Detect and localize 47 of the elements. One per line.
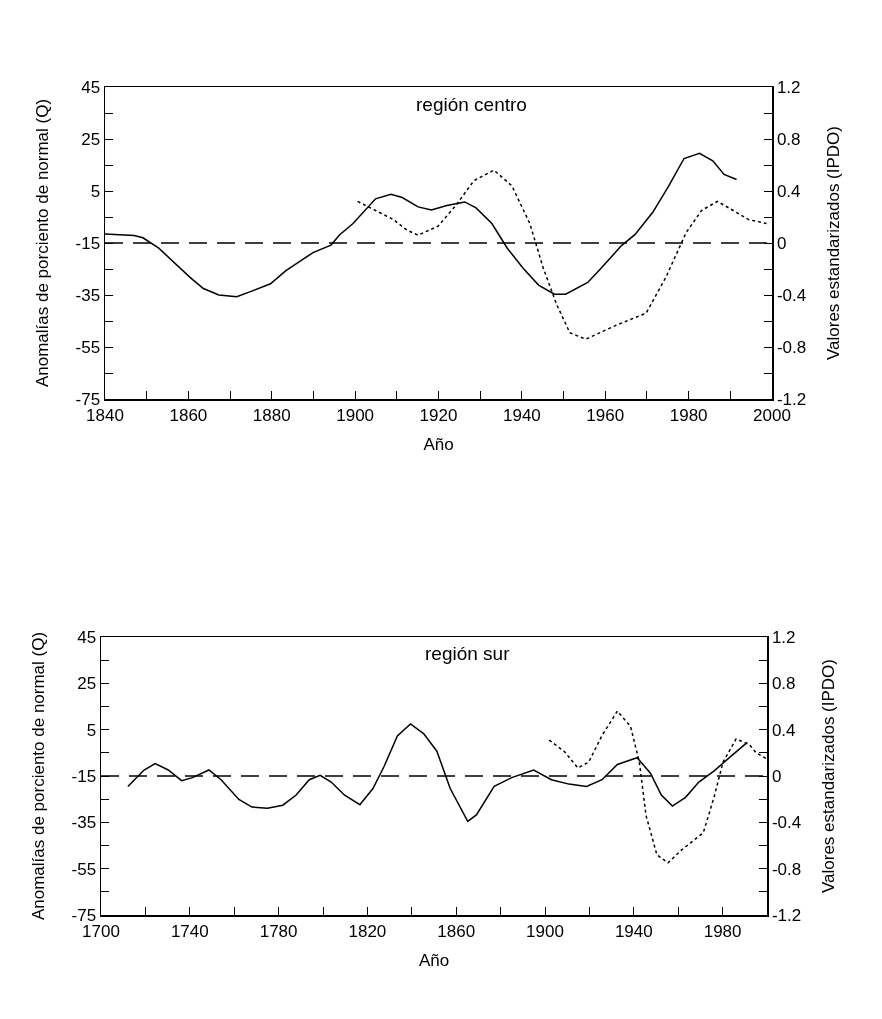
y2-tick-label: 0 (771, 766, 782, 786)
y-tick-label: -15 (75, 233, 101, 253)
x-tick-label: 1860 (169, 405, 208, 425)
x-tick-label: 1820 (348, 921, 387, 941)
x-tick-label: 1860 (437, 921, 476, 941)
y2-axis-title: Valores estandarizados (IPDO) (819, 658, 839, 894)
x-axis-title: Año (418, 951, 450, 971)
y-axis-title: Anomalías de porciento de normal (Q) (33, 98, 53, 388)
y2-axis-title: Valores estandarizados (IPDO) (824, 125, 844, 361)
y2-tick-label: 0.4 (771, 720, 796, 740)
y2-tick-label: -0.4 (771, 813, 802, 833)
x-tick-label: 1900 (526, 921, 564, 941)
x-tick-label: 1880 (252, 405, 291, 425)
y-tick-label: -35 (71, 813, 97, 833)
x-tick-label: 1940 (502, 405, 541, 425)
y-axis-title: Anomalías de porciento de normal (Q) (29, 631, 49, 921)
y2-tick-label: -0.8 (776, 337, 807, 357)
x-axis-title: Año (423, 435, 454, 455)
y-tick-label: 45 (81, 77, 101, 97)
y-tick-label: 5 (86, 720, 97, 740)
x-tick-label: 1780 (259, 921, 298, 941)
y2-tick-label: 0.8 (776, 129, 801, 149)
x-tick-label: 1940 (614, 921, 653, 941)
y-tick-label: 5 (90, 181, 101, 201)
x-tick-label: 1960 (586, 405, 625, 425)
x-tick-label: 1900 (336, 405, 375, 425)
y-tick-label: 25 (81, 129, 101, 149)
y2-tick-label: 0.4 (776, 181, 801, 201)
y2-tick-label: 1.2 (776, 77, 801, 97)
y2-tick-label: -0.4 (776, 285, 807, 305)
y-tick-label: 45 (77, 627, 97, 647)
y-tick-label: 25 (77, 674, 97, 694)
y-tick-label: -55 (71, 859, 97, 879)
y2-tick-label: 1.2 (771, 627, 796, 647)
y2-tick-label: 0.8 (771, 674, 796, 694)
y-tick-label: -15 (71, 766, 97, 786)
chart-title: región sur (425, 643, 511, 664)
x-tick-label: 1980 (669, 405, 708, 425)
y2-tick-label: 0 (776, 233, 787, 253)
y-tick-label: -35 (75, 285, 101, 305)
y2-tick-label: -0.8 (771, 859, 802, 879)
chart-title: región centro (416, 94, 527, 115)
x-tick-label: 1920 (419, 405, 458, 425)
x-tick-label: 1740 (170, 921, 209, 941)
y-tick-label: -55 (75, 337, 101, 357)
y2-tick-label: -1.2 (771, 905, 802, 925)
x-tick-label: 1980 (703, 921, 742, 941)
